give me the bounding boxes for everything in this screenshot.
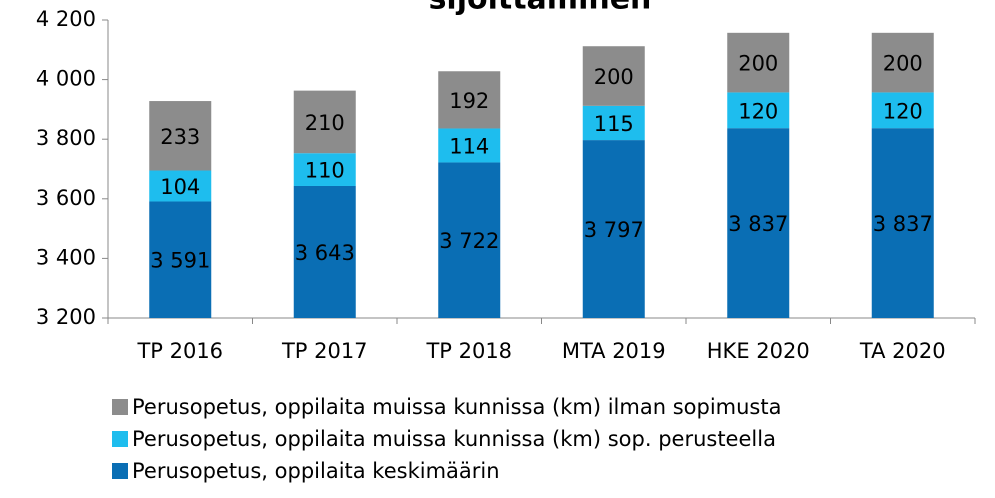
bar-segment [293,153,356,186]
data-label: 115 [594,112,634,136]
x-tick-label: HKE 2020 [707,339,810,363]
bar-segment [438,128,501,163]
data-label: 104 [160,175,200,199]
y-tick-label: 3 800 [36,126,96,150]
y-tick-label: 3 400 [36,245,96,269]
data-label: 3 837 [873,212,933,236]
x-tick-label: TP 2016 [136,339,223,363]
data-label: 3 837 [728,212,788,236]
y-tick-label: 4 200 [36,7,96,31]
y-tick-label: 3 600 [36,186,96,210]
bar-segment [727,92,790,129]
legend-swatch [112,431,128,447]
data-label: 233 [160,125,200,149]
bar-segment [438,71,501,129]
legend-label: Perusopetus, oppilaita muissa kunnissa (… [132,395,781,419]
bar-segment [582,140,645,318]
y-tick-label: 4 000 [36,67,96,91]
bar-segment [582,105,645,141]
bar-segment [149,201,212,318]
data-label: 200 [883,52,923,76]
bar-segment [727,128,790,318]
x-tick-label: MTA 2019 [562,339,666,363]
legend-label: Perusopetus, oppilaita keskimäärin [132,459,500,483]
data-label: 120 [738,99,778,123]
data-label: 200 [594,65,634,89]
bar-segment [871,32,934,93]
bar-segment [149,101,212,171]
x-tick-label: TP 2017 [281,339,368,363]
data-label: 110 [305,159,345,183]
bar-segment [871,128,934,318]
data-label: 120 [883,99,923,123]
data-label: 3 722 [439,229,499,253]
bar-segment [149,170,212,202]
data-label: 200 [738,52,778,76]
data-label: 210 [305,111,345,135]
data-label: 192 [449,89,489,113]
x-tick-label: TP 2018 [425,339,512,363]
x-tick-label: TA 2020 [859,339,946,363]
chart-title: sijoittaminen [429,0,652,17]
bar-segment [438,162,501,318]
bar-segment [871,92,934,129]
legend-swatch [112,399,128,415]
legend-swatch [112,463,128,479]
bar-segment [293,185,356,318]
data-label: 3 591 [150,249,210,273]
bar-segment [727,32,790,93]
data-label: 114 [449,134,489,158]
bar-segment [293,90,356,154]
y-tick-label: 3 200 [36,305,96,329]
data-label: 3 797 [584,218,644,242]
bar-segment [582,46,645,106]
legend-label: Perusopetus, oppilaita muissa kunnissa (… [132,427,776,451]
data-label: 3 643 [295,241,355,265]
